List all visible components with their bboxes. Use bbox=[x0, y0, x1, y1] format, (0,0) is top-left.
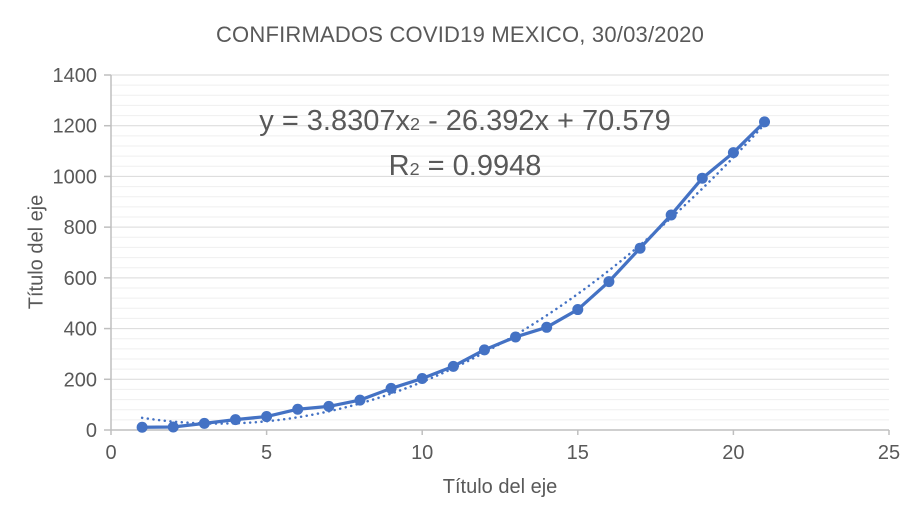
equation-superscript: 2 bbox=[410, 114, 421, 134]
y-axis-title[interactable]: Título del eje bbox=[25, 194, 48, 310]
data-point[interactable] bbox=[603, 276, 615, 288]
x-tick-label: 5 bbox=[261, 442, 272, 464]
r-squared-value: = 0.9948 bbox=[419, 150, 542, 182]
x-axis-title[interactable]: Título del eje bbox=[442, 476, 558, 498]
r-squared-superscript: 2 bbox=[409, 159, 420, 179]
data-point[interactable] bbox=[447, 360, 459, 372]
data-point[interactable] bbox=[229, 414, 241, 426]
data-point[interactable] bbox=[198, 417, 210, 429]
data-point[interactable] bbox=[634, 242, 646, 254]
data-point[interactable] bbox=[416, 373, 428, 385]
data-point[interactable] bbox=[354, 394, 366, 406]
y-tick-label: 200 bbox=[64, 369, 97, 391]
data-point[interactable] bbox=[292, 403, 304, 415]
r-squared-text: R bbox=[388, 150, 410, 182]
equation-text-tail: - 26.392x + 70.579 bbox=[420, 105, 671, 137]
x-tick-label: 25 bbox=[878, 442, 900, 464]
y-tick-label: 0 bbox=[86, 420, 97, 442]
data-point[interactable] bbox=[323, 400, 335, 412]
data-point[interactable] bbox=[759, 116, 771, 128]
data-point[interactable] bbox=[261, 411, 273, 423]
y-tick-label: 400 bbox=[64, 319, 97, 341]
data-point[interactable] bbox=[696, 172, 708, 184]
y-tick-label: 1400 bbox=[53, 65, 98, 87]
equation-text: y = 3.8307x bbox=[259, 105, 411, 137]
data-point[interactable] bbox=[727, 147, 739, 159]
x-tick-label: 15 bbox=[567, 442, 589, 464]
data-point[interactable] bbox=[167, 421, 179, 433]
y-tick-label: 1200 bbox=[53, 116, 98, 138]
data-point[interactable] bbox=[510, 331, 522, 343]
y-tick-label: 1000 bbox=[53, 166, 98, 188]
x-tick-label: 10 bbox=[411, 442, 433, 464]
x-tick-label: 0 bbox=[105, 442, 116, 464]
data-point[interactable] bbox=[665, 209, 677, 221]
data-point[interactable] bbox=[136, 421, 148, 433]
y-tick-label: 600 bbox=[64, 268, 97, 290]
data-point[interactable] bbox=[478, 344, 490, 356]
trendline-equation-line: y = 3.8307x2 - 26.392x + 70.579 bbox=[259, 99, 670, 144]
trendline-equation-label[interactable]: y = 3.8307x2 - 26.392x + 70.579 R2 = 0.9… bbox=[259, 99, 670, 189]
data-point[interactable] bbox=[572, 304, 584, 316]
r-squared-line: R2 = 0.9948 bbox=[259, 144, 670, 189]
chart-title[interactable]: CONFIRMADOS COVID19 MEXICO, 30/03/2020 bbox=[215, 22, 705, 47]
data-point[interactable] bbox=[385, 382, 397, 394]
data-point[interactable] bbox=[541, 321, 553, 333]
x-tick-label: 20 bbox=[722, 442, 744, 464]
y-tick-label: 800 bbox=[64, 217, 97, 239]
